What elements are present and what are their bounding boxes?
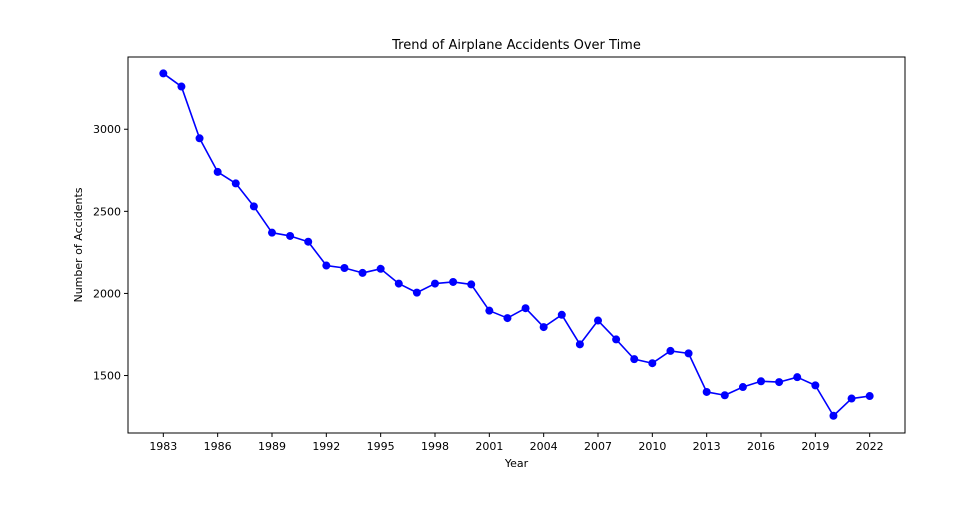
data-point bbox=[757, 377, 766, 386]
data-point bbox=[594, 316, 603, 325]
data-point bbox=[358, 268, 367, 277]
x-tick-label: 1995 bbox=[367, 440, 395, 453]
data-point bbox=[539, 323, 548, 332]
data-point bbox=[738, 383, 747, 392]
x-tick-label: 2022 bbox=[856, 440, 884, 453]
x-tick-label: 2016 bbox=[747, 440, 775, 453]
data-point bbox=[557, 310, 566, 319]
axes: 1983 1986 1989 1992 1995 1998 2001 2004 2007 2010… bbox=[93, 123, 884, 453]
x-tick-label: 1998 bbox=[421, 440, 449, 453]
data-point bbox=[648, 359, 657, 368]
data-point bbox=[666, 346, 675, 355]
x-axis-title: Year bbox=[504, 457, 529, 470]
data-point bbox=[630, 355, 639, 364]
y-tick-label: 3000 bbox=[93, 123, 121, 136]
data-point bbox=[376, 264, 385, 273]
data-point bbox=[159, 69, 168, 78]
x-tick-label: 2019 bbox=[801, 440, 829, 453]
x-tick-label: 2007 bbox=[584, 440, 612, 453]
data-point bbox=[612, 335, 621, 344]
y-tick-label: 2500 bbox=[93, 205, 121, 218]
x-tick-label: 1986 bbox=[204, 440, 232, 453]
x-tick-label: 2004 bbox=[530, 440, 558, 453]
data-point bbox=[430, 279, 439, 288]
chart-title: Trend of Airplane Accidents Over Time bbox=[391, 38, 641, 53]
data-point bbox=[485, 306, 494, 315]
data-point bbox=[793, 373, 802, 382]
data-point bbox=[684, 349, 693, 358]
data-point bbox=[811, 381, 820, 390]
data-point bbox=[775, 378, 784, 387]
data-point bbox=[394, 279, 403, 288]
data-point bbox=[720, 391, 729, 400]
x-tick-label: 1992 bbox=[312, 440, 340, 453]
data-point bbox=[467, 280, 476, 289]
data-point bbox=[340, 263, 349, 272]
y-tick-label: 2000 bbox=[93, 287, 121, 300]
plot-area-frame bbox=[127, 56, 906, 434]
data-point bbox=[267, 228, 276, 237]
x-tick-label: 1983 bbox=[149, 440, 177, 453]
data-point bbox=[449, 277, 458, 286]
series-accidents bbox=[159, 69, 874, 420]
data-point bbox=[213, 167, 222, 176]
data-point bbox=[249, 202, 258, 211]
data-point bbox=[412, 288, 421, 297]
x-tick-label: 1989 bbox=[258, 440, 286, 453]
x-tick-label: 2010 bbox=[638, 440, 666, 453]
x-tick-label: 2013 bbox=[693, 440, 721, 453]
data-point bbox=[322, 261, 331, 270]
data-point bbox=[865, 392, 874, 401]
x-tick-label: 2001 bbox=[475, 440, 503, 453]
series-line bbox=[162, 72, 870, 417]
data-point bbox=[521, 304, 530, 313]
data-point bbox=[829, 411, 838, 420]
data-point bbox=[304, 237, 313, 246]
data-point bbox=[503, 314, 512, 323]
data-point bbox=[847, 394, 856, 403]
data-point bbox=[195, 134, 204, 143]
data-point bbox=[575, 340, 584, 349]
data-point bbox=[702, 387, 711, 396]
y-tick-label: 1500 bbox=[93, 370, 121, 383]
data-point bbox=[286, 231, 295, 240]
data-point bbox=[177, 82, 186, 91]
data-point bbox=[231, 179, 240, 188]
y-axis-title: Number of Accidents bbox=[72, 187, 85, 302]
